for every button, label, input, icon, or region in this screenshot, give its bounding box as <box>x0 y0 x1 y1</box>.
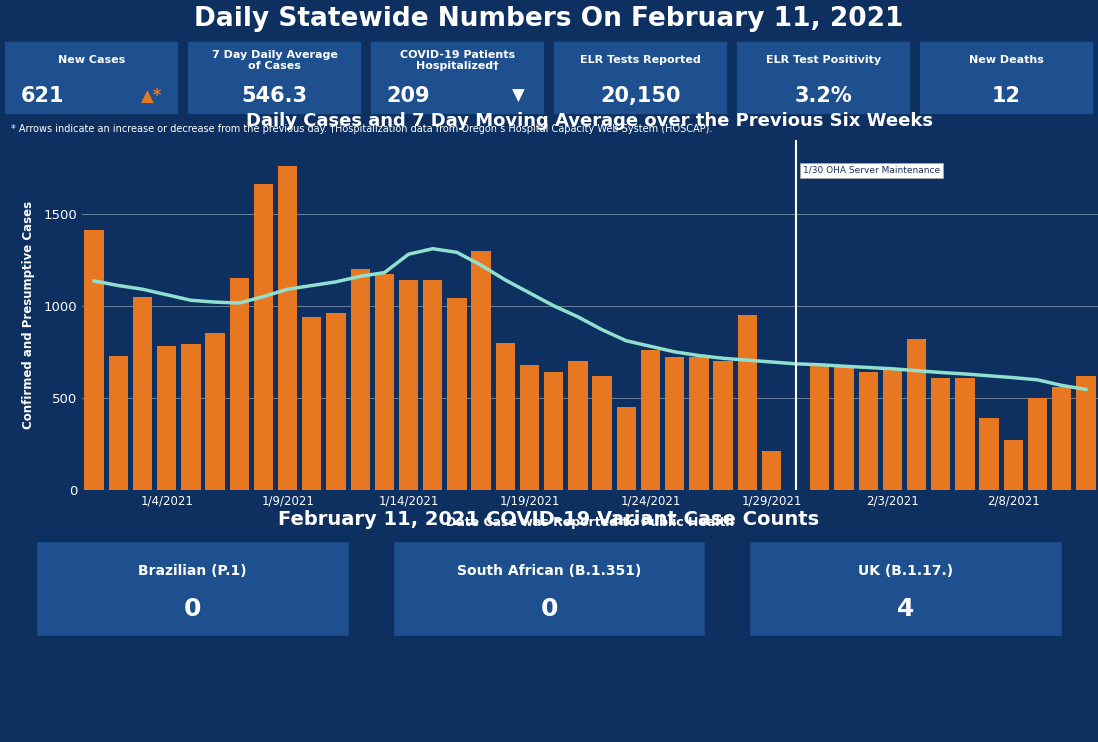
Bar <box>883 370 903 490</box>
Text: New Deaths: New Deaths <box>970 56 1044 65</box>
Text: ELR Tests Reported: ELR Tests Reported <box>580 56 701 65</box>
Text: COVID-19 Patients
Hospitalized†: COVID-19 Patients Hospitalized† <box>400 50 515 71</box>
Bar <box>834 365 853 490</box>
Text: * Arrows indicate an increase or decrease from the previous day. †Hospitalizatio: * Arrows indicate an increase or decreas… <box>11 123 713 134</box>
Text: 0: 0 <box>540 597 558 621</box>
Text: Brazilian (P.1): Brazilian (P.1) <box>138 565 246 579</box>
Text: 546.3: 546.3 <box>242 85 307 105</box>
Bar <box>109 355 128 490</box>
Bar <box>738 315 757 490</box>
Text: 3.2%: 3.2% <box>795 85 852 105</box>
Bar <box>519 365 539 490</box>
Bar <box>302 317 322 490</box>
FancyBboxPatch shape <box>393 541 705 636</box>
Bar <box>374 275 394 490</box>
Bar <box>399 280 418 490</box>
Bar <box>665 358 684 490</box>
FancyBboxPatch shape <box>737 42 910 115</box>
Text: 12: 12 <box>991 85 1021 105</box>
Text: UK (B.1.17.): UK (B.1.17.) <box>859 565 953 579</box>
Bar <box>762 451 781 490</box>
Text: New Cases: New Cases <box>58 56 125 65</box>
Bar <box>569 361 587 490</box>
Text: 209: 209 <box>386 85 430 105</box>
Bar <box>157 347 177 490</box>
Bar <box>907 339 927 490</box>
Bar <box>714 361 732 490</box>
Y-axis label: Confirmed and Presumptive Cases: Confirmed and Presumptive Cases <box>22 201 35 429</box>
FancyBboxPatch shape <box>36 541 349 636</box>
Bar <box>423 280 442 490</box>
Title: Daily Cases and 7 Day Moving Average over the Previous Six Weeks: Daily Cases and 7 Day Moving Average ove… <box>246 112 933 130</box>
Bar <box>495 343 515 490</box>
Text: 4: 4 <box>897 597 915 621</box>
Bar <box>955 378 975 490</box>
Bar <box>278 165 298 490</box>
Bar <box>859 372 878 490</box>
Text: 621: 621 <box>21 85 64 105</box>
Text: 1/30 OHA Server Maintenance: 1/30 OHA Server Maintenance <box>803 165 940 175</box>
Bar <box>447 298 467 490</box>
Bar <box>471 251 491 490</box>
Text: 20,150: 20,150 <box>601 85 681 105</box>
FancyBboxPatch shape <box>370 42 545 115</box>
Bar <box>641 350 660 490</box>
FancyBboxPatch shape <box>749 541 1062 636</box>
FancyBboxPatch shape <box>4 42 179 115</box>
Bar <box>690 358 708 490</box>
Text: ▼: ▼ <box>512 87 524 105</box>
Bar <box>593 375 612 490</box>
Bar <box>326 313 346 490</box>
Bar <box>931 378 951 490</box>
Bar <box>1052 387 1072 490</box>
Bar <box>205 333 225 490</box>
Text: ▲*: ▲* <box>142 87 163 105</box>
Bar <box>85 230 104 490</box>
Text: 0: 0 <box>183 597 201 621</box>
Bar <box>617 407 636 490</box>
Bar <box>1028 398 1047 490</box>
Bar <box>254 184 273 490</box>
Text: 7 Day Daily Average
of Cases: 7 Day Daily Average of Cases <box>212 50 337 71</box>
Bar <box>810 365 829 490</box>
Text: February 11, 2021 COVID-19 Variant Case Counts: February 11, 2021 COVID-19 Variant Case … <box>279 510 819 528</box>
Text: Daily Statewide Numbers On February 11, 2021: Daily Statewide Numbers On February 11, … <box>194 6 904 32</box>
Bar <box>133 297 153 490</box>
Bar <box>1004 440 1023 490</box>
FancyBboxPatch shape <box>553 42 728 115</box>
Bar <box>979 418 999 490</box>
FancyBboxPatch shape <box>188 42 361 115</box>
Bar <box>544 372 563 490</box>
X-axis label: Date Case was Reported to Public Health: Date Case was Reported to Public Health <box>446 516 735 529</box>
Bar <box>1076 375 1096 490</box>
Text: ELR Test Positivity: ELR Test Positivity <box>766 56 881 65</box>
FancyBboxPatch shape <box>919 42 1094 115</box>
Bar <box>350 269 370 490</box>
Bar <box>229 278 249 490</box>
Text: South African (B.1.351): South African (B.1.351) <box>457 565 641 579</box>
Bar <box>181 344 201 490</box>
